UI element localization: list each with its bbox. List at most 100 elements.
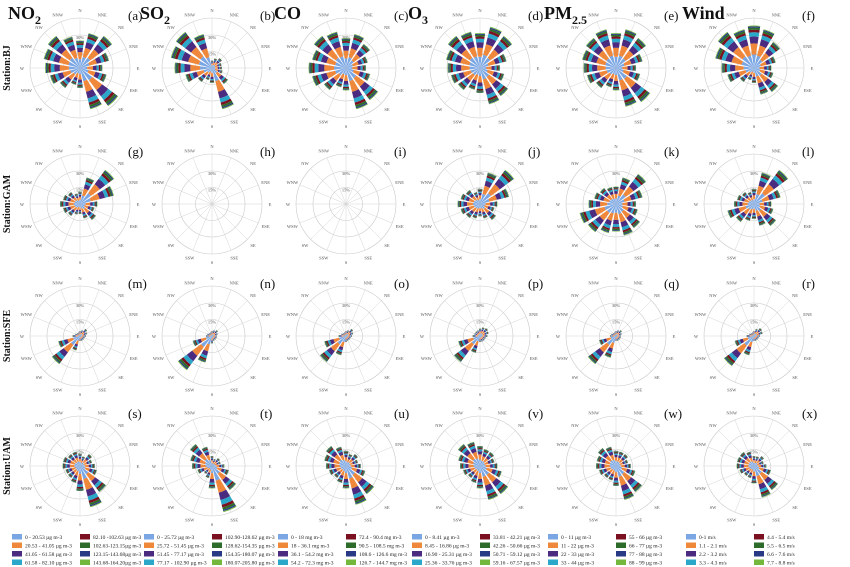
rose-segment [67, 197, 72, 202]
rose-segment [481, 340, 483, 342]
rose-segment [760, 461, 763, 465]
rose-segment [474, 193, 478, 195]
rose-segment [627, 201, 631, 207]
rose-segment [220, 468, 225, 473]
rose-segment [759, 202, 765, 206]
rose-segment [53, 53, 62, 63]
rose-segment [610, 466, 616, 469]
legend-swatch [754, 534, 764, 540]
rose-segment [101, 64, 103, 72]
rose-segment [745, 204, 754, 209]
panel-letter: (f) [802, 8, 815, 23]
rose-segment [215, 337, 217, 339]
rose-segment [474, 33, 486, 36]
rose-segment [211, 65, 213, 68]
rose-segment [461, 65, 470, 71]
rose-segment [365, 73, 370, 81]
rose-segment [471, 207, 477, 213]
rose-segment [217, 471, 226, 480]
rose-segment [455, 64, 462, 72]
rose-segment [744, 460, 750, 465]
rose-segment [453, 74, 459, 82]
rose-segment [479, 334, 480, 336]
direction-label: SSW [319, 256, 329, 261]
rose-segment [484, 337, 486, 339]
rose-segment [345, 333, 347, 335]
rose-segment [212, 68, 216, 70]
direction-label: WSW [557, 88, 569, 93]
rose-segment [355, 498, 367, 505]
rose-segment [74, 455, 78, 459]
panel-letter: (n) [260, 276, 275, 291]
direction-label: ENE [129, 442, 138, 447]
rose-segment [595, 29, 607, 35]
rose-segment [200, 464, 206, 468]
direction-label: WNW [153, 180, 165, 185]
rose-segment [624, 454, 628, 458]
rose-segment [191, 47, 204, 60]
rose-segment [215, 71, 222, 78]
direction-label: NNE [98, 410, 107, 415]
rose-segment [754, 337, 756, 339]
rose-segment [764, 476, 772, 484]
rose-segment [195, 339, 200, 345]
rose-segment [360, 46, 368, 54]
rose-segment [78, 332, 80, 334]
rose-segment [729, 64, 736, 72]
rose-segment [75, 457, 79, 462]
rose-segment [326, 446, 333, 453]
rose-segment [742, 454, 747, 459]
rose-segment [213, 337, 215, 339]
rose-segment [79, 339, 81, 341]
direction-label: W [20, 334, 25, 339]
rose-segment [346, 68, 354, 82]
rose-segment [485, 37, 497, 47]
direction-label: SW [572, 375, 580, 380]
rose-segment [746, 470, 750, 474]
rose-segment [616, 466, 625, 475]
rose-segment [612, 88, 620, 90]
rose-segment [361, 470, 365, 476]
rose-segment [611, 470, 615, 475]
rose-segment [478, 334, 480, 336]
rose-segment [109, 185, 114, 196]
rose-segment [462, 194, 466, 200]
column-title: O3 [408, 3, 428, 27]
rose-segment [616, 337, 618, 339]
rose-segment [218, 58, 222, 62]
rose-segment [745, 217, 751, 221]
rose-segment [777, 189, 781, 198]
grid-spoke [192, 289, 213, 337]
rose-segment [471, 471, 475, 475]
rose-segment [757, 81, 765, 88]
direction-label: ESE [262, 88, 270, 93]
rose-segment [632, 65, 635, 71]
rose-segment [770, 65, 772, 71]
direction-label: E [537, 66, 540, 71]
rose-segment [748, 193, 752, 195]
direction-label: SSE [364, 518, 372, 523]
rose-segment [630, 208, 635, 214]
rose-segment [768, 72, 772, 78]
rose-segment [88, 33, 99, 38]
rose-segment [481, 336, 484, 338]
rose-segment [461, 201, 464, 207]
rose-segment [772, 41, 781, 50]
rose-segment [346, 67, 353, 69]
rose-segment [354, 453, 359, 458]
rose-segment [632, 482, 640, 490]
rose-segment [601, 463, 605, 469]
rose-segment [773, 191, 779, 199]
rose-segment [47, 35, 57, 45]
rose-segment [329, 77, 337, 85]
rose-segment [347, 330, 349, 332]
rose-segment [212, 466, 220, 474]
rose-segment [363, 483, 372, 492]
rose-segment [78, 200, 80, 204]
rose-segment [74, 204, 80, 207]
rose-segment [760, 331, 763, 335]
rose-segment [337, 471, 341, 475]
rose-segment [82, 338, 84, 340]
legend-label: 18 - 36.1 mg m-3 [291, 544, 330, 550]
